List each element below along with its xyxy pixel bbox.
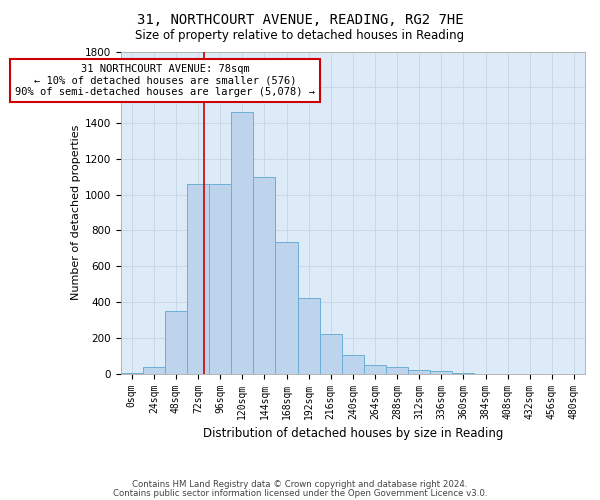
Bar	[298, 298, 320, 374]
Bar	[430, 371, 452, 374]
Bar	[121, 373, 143, 374]
Bar	[364, 364, 386, 374]
Bar	[342, 355, 364, 374]
Text: Contains public sector information licensed under the Open Government Licence v3: Contains public sector information licen…	[113, 488, 487, 498]
Bar	[386, 368, 408, 374]
Bar	[408, 370, 430, 374]
Bar	[231, 112, 253, 374]
Text: 31 NORTHCOURT AVENUE: 78sqm
← 10% of detached houses are smaller (576)
90% of se: 31 NORTHCOURT AVENUE: 78sqm ← 10% of det…	[15, 64, 315, 97]
Bar	[253, 177, 275, 374]
Text: 31, NORTHCOURT AVENUE, READING, RG2 7HE: 31, NORTHCOURT AVENUE, READING, RG2 7HE	[137, 12, 463, 26]
Bar	[165, 311, 187, 374]
Bar	[209, 184, 231, 374]
Text: Size of property relative to detached houses in Reading: Size of property relative to detached ho…	[136, 28, 464, 42]
X-axis label: Distribution of detached houses by size in Reading: Distribution of detached houses by size …	[203, 427, 503, 440]
Bar	[143, 368, 165, 374]
Y-axis label: Number of detached properties: Number of detached properties	[71, 125, 80, 300]
Bar	[320, 334, 342, 374]
Bar	[452, 373, 475, 374]
Bar	[187, 184, 209, 374]
Text: Contains HM Land Registry data © Crown copyright and database right 2024.: Contains HM Land Registry data © Crown c…	[132, 480, 468, 489]
Bar	[275, 242, 298, 374]
